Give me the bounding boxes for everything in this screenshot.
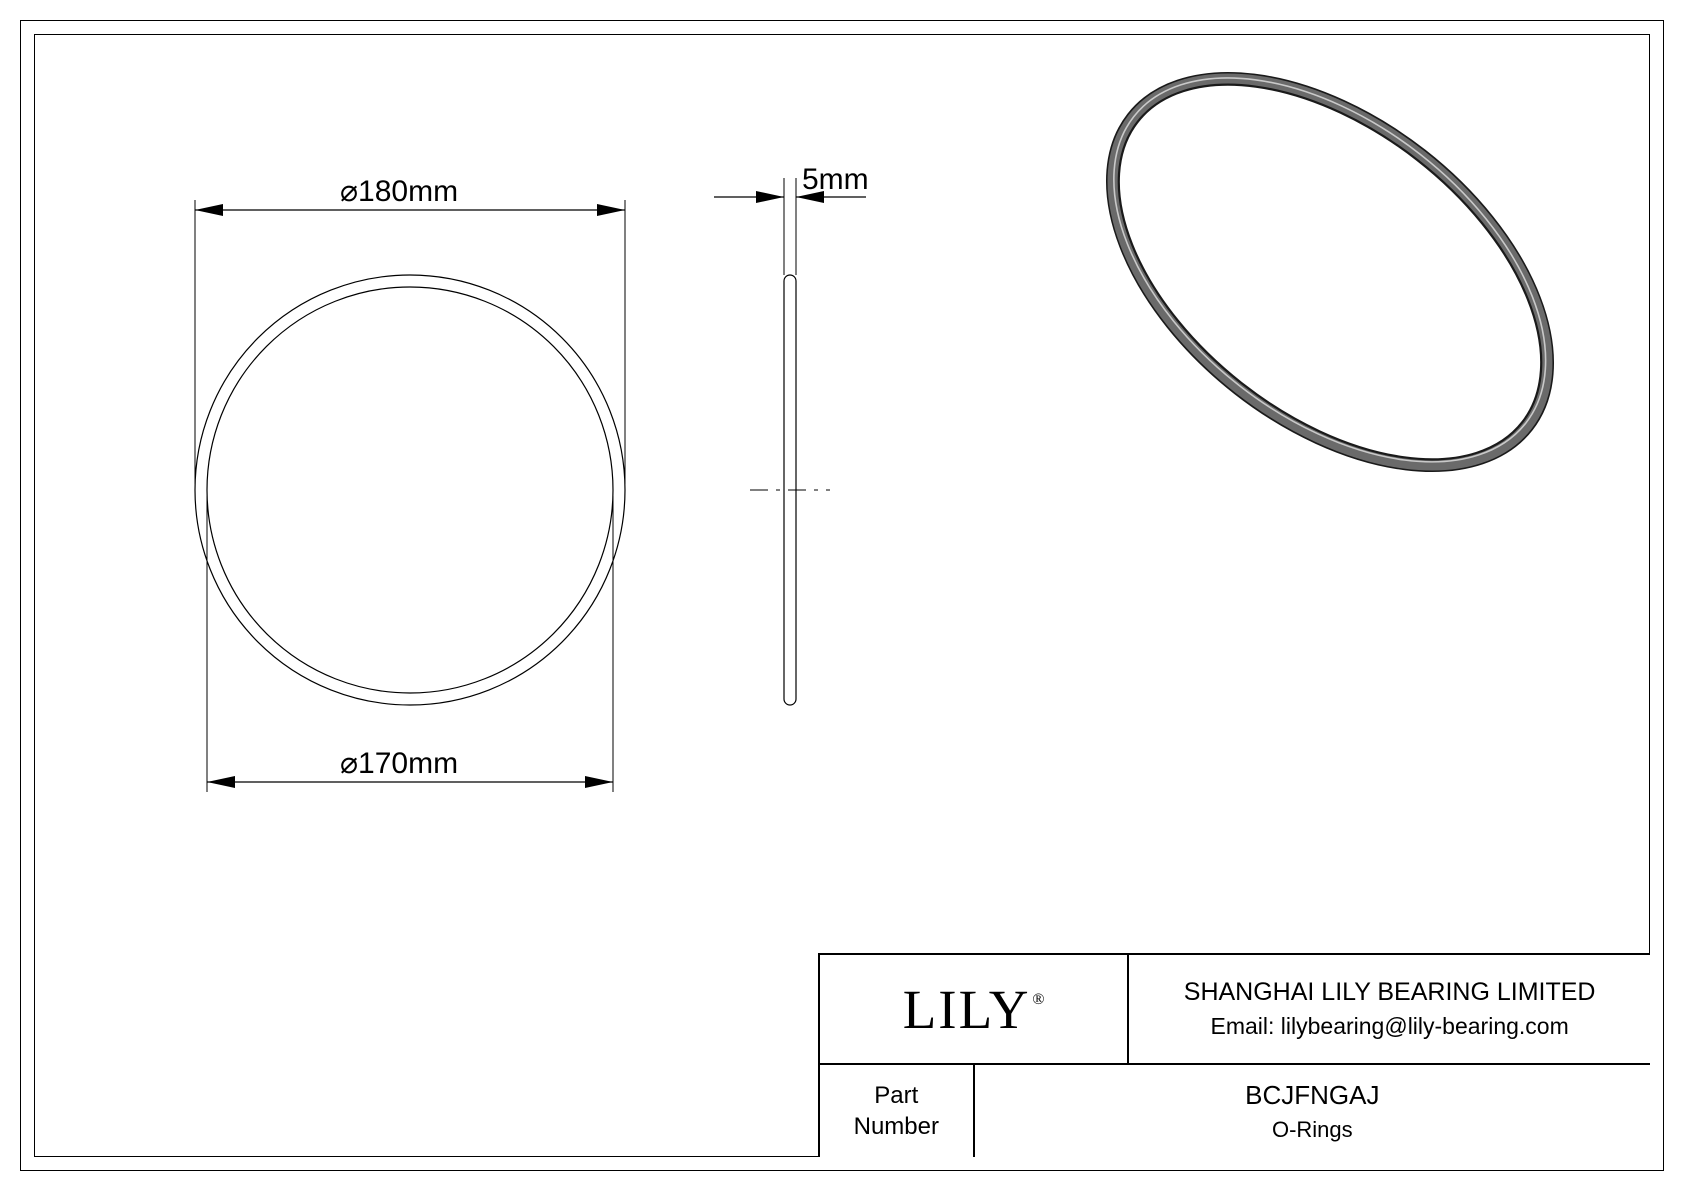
company-email: Email: lilybearing@lily-bearing.com [1211,1013,1569,1040]
part-number-label-cell: Part Number [820,1065,975,1157]
inner-diameter-label: ⌀170mm [340,746,458,781]
part-number-value: BCJFNGAJ [1245,1080,1379,1111]
registered-icon: ® [1032,991,1046,1008]
part-number-label-line1: Part [874,1080,918,1111]
title-block: LILY® SHANGHAI LILY BEARING LIMITED Emai… [818,953,1650,1157]
company-name: SHANGHAI LILY BEARING LIMITED [1184,978,1596,1007]
logo-cell: LILY® [820,955,1129,1063]
title-block-row-2: Part Number BCJFNGAJ O-Rings [820,1065,1650,1157]
product-name: O-Rings [1272,1117,1353,1143]
outer-diameter-label: ⌀180mm [340,174,458,209]
logo-text: LILY [903,979,1031,1040]
title-block-row-1: LILY® SHANGHAI LILY BEARING LIMITED Emai… [820,955,1650,1065]
company-cell: SHANGHAI LILY BEARING LIMITED Email: lil… [1129,955,1650,1063]
part-number-label-line2: Number [854,1111,939,1142]
part-number-value-cell: BCJFNGAJ O-Rings [975,1065,1650,1157]
thickness-label: 5mm [802,163,869,197]
